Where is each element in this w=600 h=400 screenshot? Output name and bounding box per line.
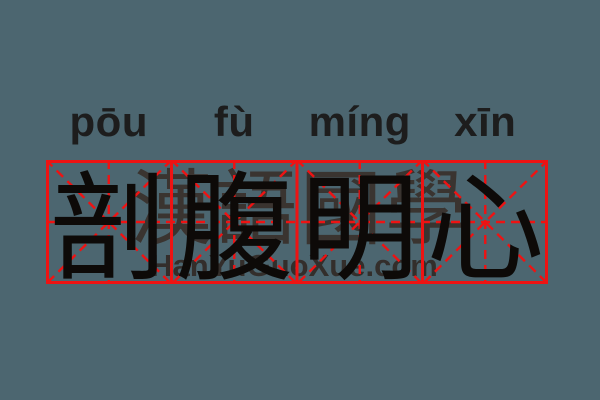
pinyin-row: pōu fù míng xīn: [46, 94, 548, 150]
idiom-character-2: 腹: [175, 160, 294, 298]
pinyin-syllable-2: fù: [213, 98, 255, 145]
idiom-character-1: 剖: [49, 160, 168, 298]
pinyin-syllable-1: pōu: [69, 98, 148, 145]
pinyin-syllable-4: xīn: [454, 98, 517, 145]
practice-grid: [46, 160, 548, 284]
idiom-character-row: 剖 腹 明 心: [46, 166, 548, 292]
watermark-site-text: HanYuGuoXue.com: [150, 248, 438, 283]
pinyin-syllable-3: míng: [308, 98, 411, 145]
practice-grid-lines: [46, 160, 548, 284]
idiom-character-3: 明: [300, 160, 419, 298]
idiom-character-4: 心: [426, 160, 545, 298]
